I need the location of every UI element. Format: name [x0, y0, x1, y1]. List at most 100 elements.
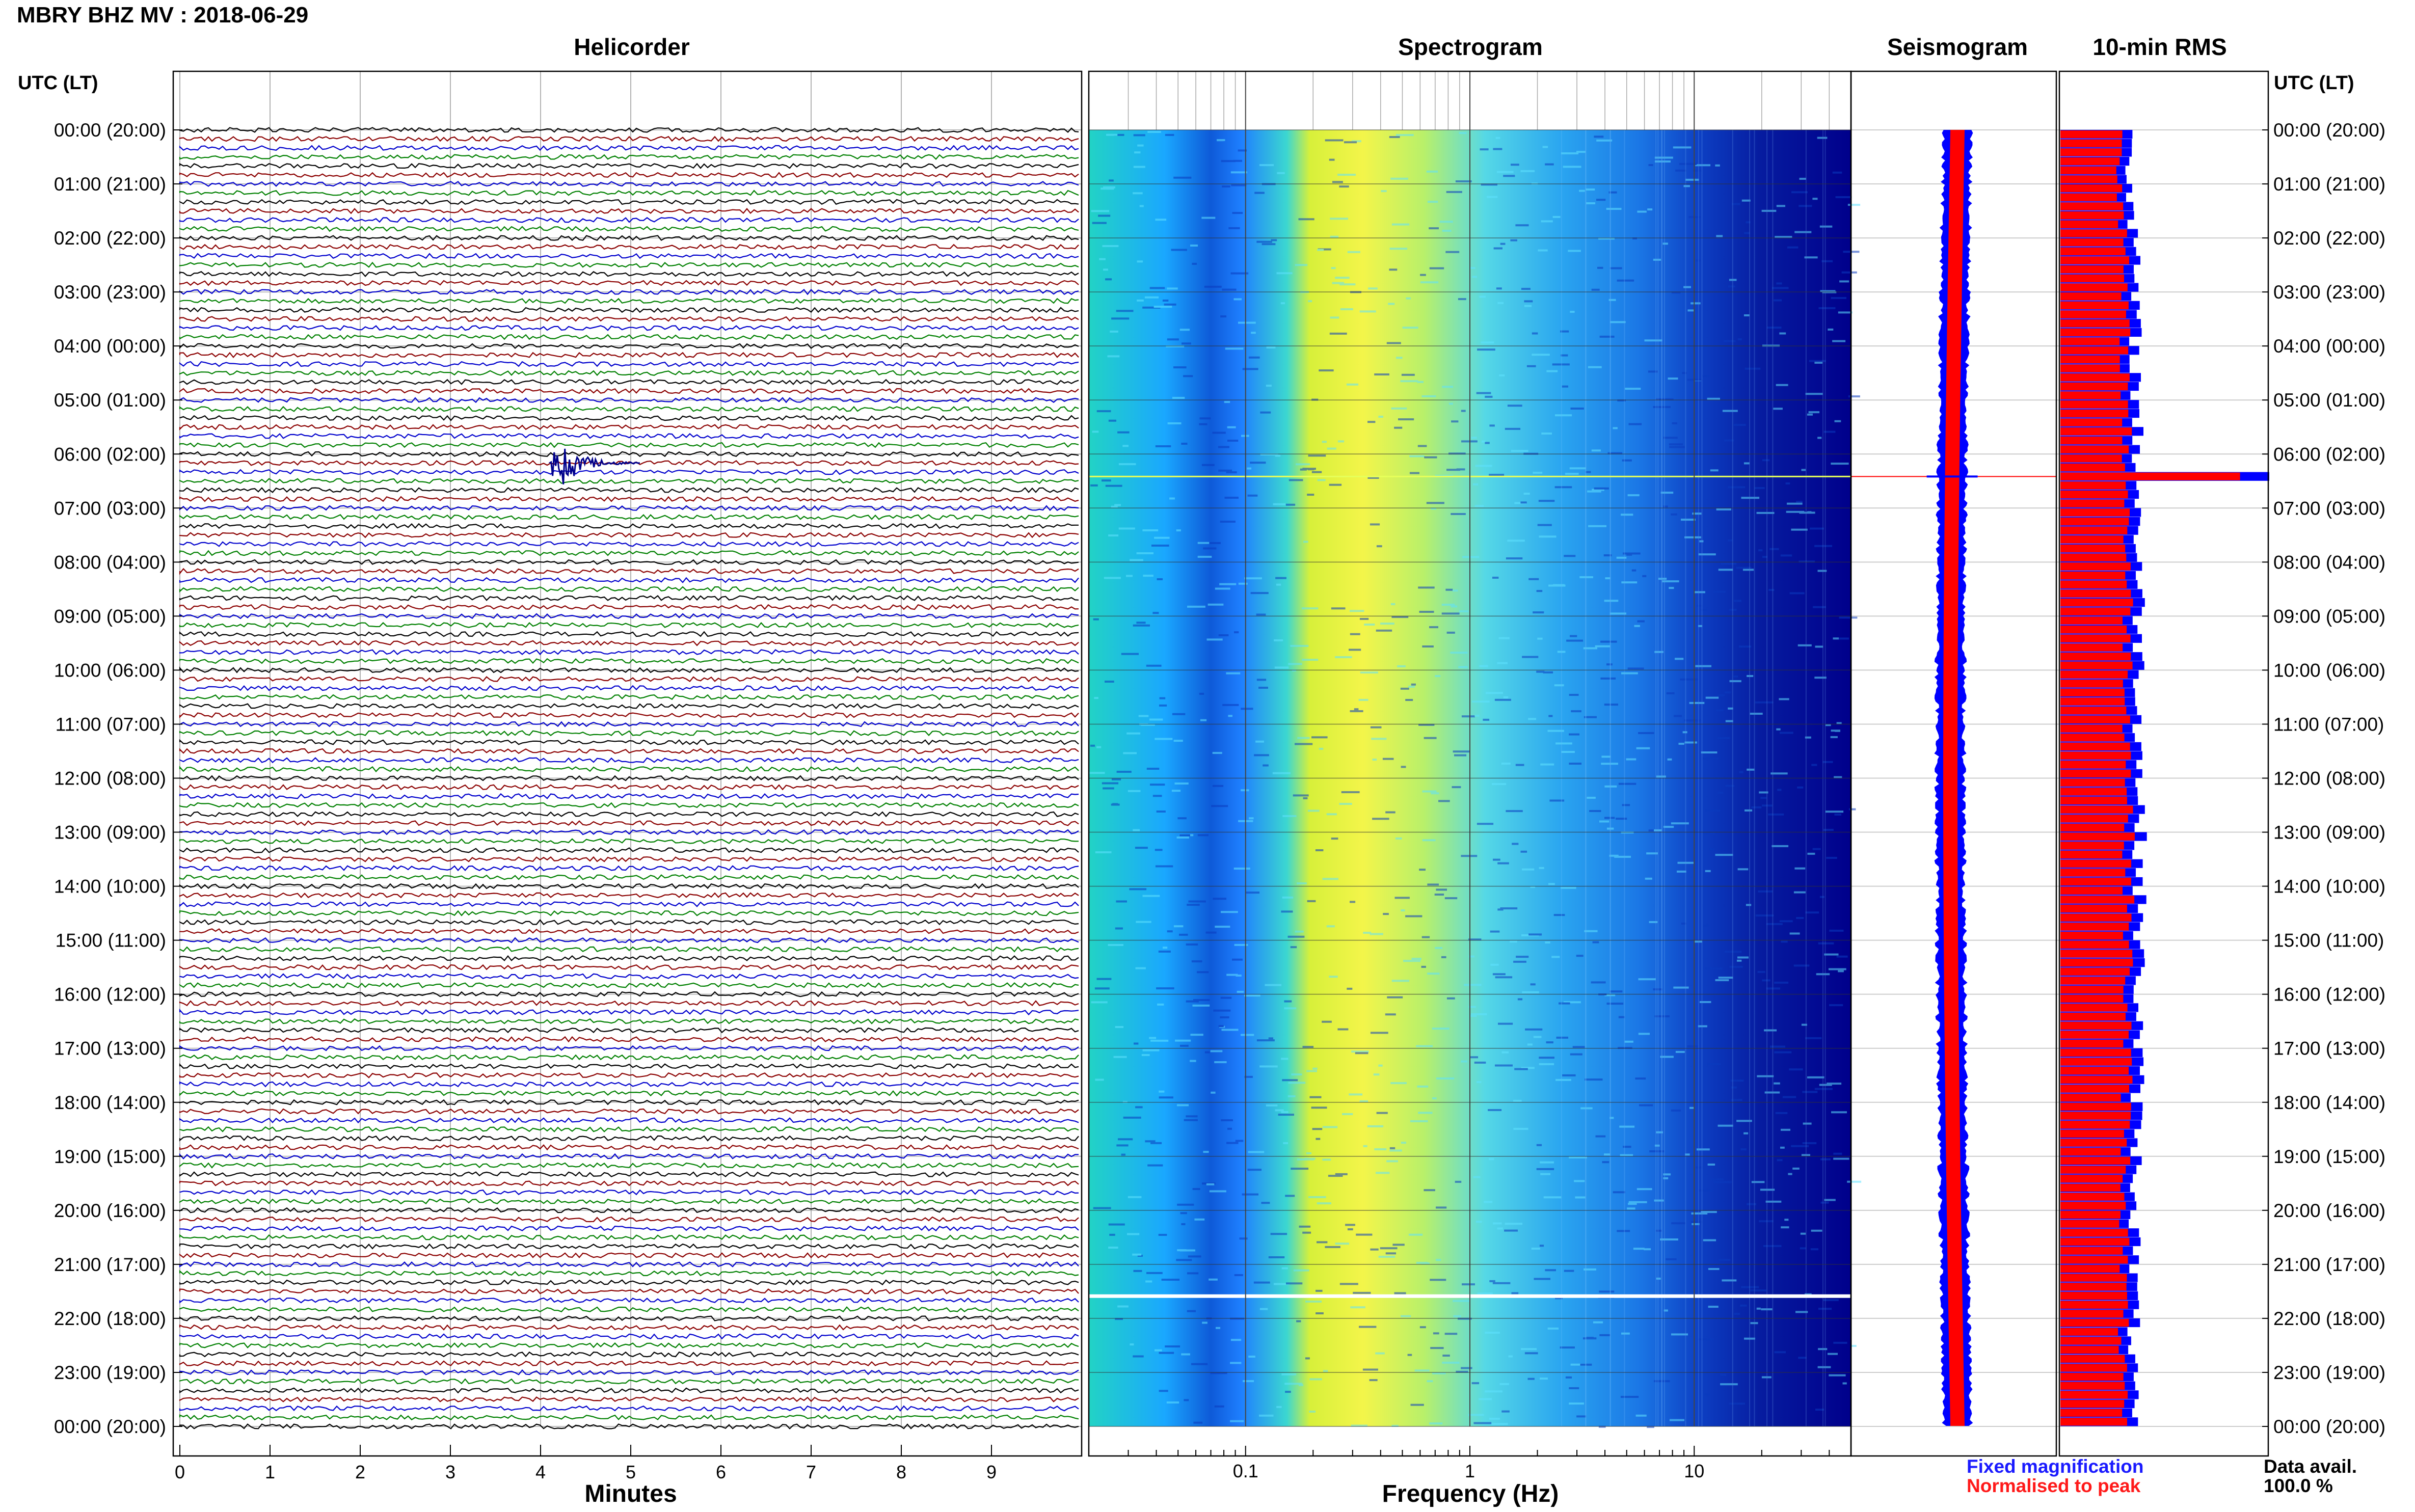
- spectrogram-pixel: [1335, 656, 1352, 658]
- spectrogram-pixel: [1364, 624, 1375, 626]
- spectrogram-pixel: [1430, 1279, 1446, 1281]
- spectrogram-pixel: [1391, 407, 1407, 410]
- spectrogram-pixel: [1796, 917, 1804, 919]
- spectrogram-pixel: [1208, 603, 1224, 606]
- spectrogram-pixel: [1541, 220, 1553, 223]
- spectrogram-pixel: [1173, 925, 1184, 928]
- rms-bar-normalised: [2060, 589, 2131, 598]
- spectrogram-pixel: [1285, 503, 1296, 506]
- spectrogram-pixel: [1319, 747, 1324, 750]
- spectrogram-pixel: [1493, 858, 1500, 861]
- spectrogram-pixel: [1438, 800, 1450, 802]
- helicorder-trace-row: [179, 1243, 1079, 1250]
- spectrogram-pixel: [1138, 715, 1149, 717]
- spectrogram-pixel: [1662, 242, 1668, 245]
- spectrogram-pixel: [1472, 700, 1490, 703]
- time-label-right: 07:00 (03:00): [2273, 498, 2385, 519]
- spectrogram-pixel: [1139, 205, 1144, 207]
- spectrogram-pixel: [1335, 277, 1350, 279]
- spectrogram-pixel: [1762, 979, 1770, 982]
- spectrogram-pixel: [1520, 850, 1527, 853]
- spectrogram-pixel: [1096, 410, 1111, 413]
- spectrogram-pixel: [1111, 803, 1120, 806]
- spectrogram-pixel: [1417, 1085, 1429, 1088]
- rms-bar-normalised: [2060, 247, 2126, 255]
- helicorder-trace-row: [179, 820, 1079, 826]
- spectrogram-pixel: [1797, 644, 1812, 646]
- spectrogram-pixel: [1374, 373, 1389, 375]
- spectrogram-pixel: [1555, 742, 1572, 745]
- spectrogram-pixel: [1330, 316, 1339, 319]
- spectrogram-pixel: [1724, 691, 1731, 694]
- spectrogram-pixel: [1811, 1229, 1822, 1232]
- spectrogram-pixel: [1130, 1343, 1134, 1346]
- spectrogram-pixel: [1256, 613, 1266, 616]
- spectrogram-pixel: [1427, 1380, 1433, 1383]
- spectrogram-pixel: [1420, 281, 1439, 284]
- spectrogram-pixel: [1545, 941, 1550, 944]
- spectrogram-pixel: [1290, 644, 1309, 647]
- spectrogram-pixel: [1774, 981, 1789, 984]
- spectrogram-pixel: [1167, 930, 1173, 933]
- spectrogram-pixel: [1446, 469, 1460, 471]
- spectrogram-pixel: [1211, 1091, 1216, 1094]
- spectrogram-pixel: [1275, 577, 1286, 579]
- spectrogram-pixel: [1776, 728, 1781, 731]
- spectrogram-pixel: [1218, 469, 1232, 472]
- spectrogram-pixel: [1150, 1142, 1162, 1144]
- spectrogram-pixel: [1206, 1183, 1215, 1185]
- spectrogram-pixel: [1451, 420, 1459, 423]
- spectrogram-pixel: [1671, 291, 1681, 294]
- spectrogram-pixel: [1540, 1378, 1548, 1380]
- spectrogram-pixel: [1655, 1144, 1660, 1147]
- rms-bar-normalised: [2060, 1112, 2131, 1120]
- spectrogram-pixel: [1241, 789, 1249, 792]
- spectrogram-pixel: [1235, 1140, 1244, 1142]
- spectrogram-pixel: [1608, 299, 1616, 301]
- spectrogram-pixel: [1489, 1418, 1500, 1420]
- spectrogram-pixel: [1103, 186, 1115, 188]
- spectrogram-pixel: [1286, 1282, 1303, 1285]
- spectrogram-pixel: [1526, 365, 1536, 367]
- spectrogram-pixel: [1277, 172, 1285, 174]
- rms-bar-normalised: [2060, 734, 2125, 742]
- rms-bar-normalised: [2060, 877, 2131, 886]
- spectrogram-pixel: [1521, 1348, 1537, 1351]
- spectrogram-pixel: [1221, 1029, 1239, 1031]
- spectrogram-pixel: [1579, 576, 1593, 578]
- spectrogram-pixel: [1260, 411, 1271, 414]
- spectrogram-pixel: [1609, 612, 1626, 615]
- spectrogram-pixel: [1197, 542, 1210, 544]
- spectrogram-pixel: [1740, 1304, 1747, 1307]
- spectrogram-pixel: [1633, 1248, 1645, 1250]
- spectrogram-pixel: [1353, 1291, 1371, 1294]
- helicorder-trace-row: [179, 1225, 1079, 1232]
- spectrogram-pixel: [1780, 1146, 1785, 1149]
- spectrogram-pixel: [1626, 553, 1632, 556]
- spectrogram-pixel: [1506, 557, 1523, 560]
- spectrogram-pixel: [1115, 1026, 1124, 1028]
- helicorder-trace-row: [179, 343, 1079, 349]
- rms-bar-normalised: [2060, 1040, 2124, 1048]
- spectrogram-pixel: [1390, 1082, 1407, 1085]
- spectrogram-pixel: [1770, 772, 1788, 775]
- spectrogram-pixel: [1729, 965, 1743, 968]
- rms-bar-normalised: [2060, 886, 2123, 895]
- spectrogram-pixel: [1694, 940, 1702, 943]
- spectrogram-pixel: [1191, 1363, 1208, 1365]
- spectrogram-pixel: [1816, 973, 1830, 976]
- spectrogram-pixel: [1095, 851, 1112, 853]
- spectrogram-pixel: [1370, 1032, 1388, 1034]
- time-label-left: 07:00 (03:00): [54, 498, 166, 519]
- spectrogram-pixel: [1527, 1043, 1533, 1046]
- spectrogram-pixel: [1122, 445, 1129, 447]
- time-label-right: 22:00 (18:00): [2273, 1308, 2385, 1329]
- spectrogram-pixel: [1387, 996, 1403, 998]
- spectrogram-pixel: [1756, 1307, 1761, 1310]
- spectrogram-pixel: [1386, 1160, 1398, 1163]
- spectrogram-pixel: [1209, 1278, 1218, 1281]
- time-label-right: 00:00 (20:00): [2273, 1416, 2385, 1437]
- spectrogram-pixel: [1435, 947, 1443, 949]
- spectrogram-pixel: [1787, 246, 1799, 249]
- helicorder-trace-row: [179, 721, 1079, 727]
